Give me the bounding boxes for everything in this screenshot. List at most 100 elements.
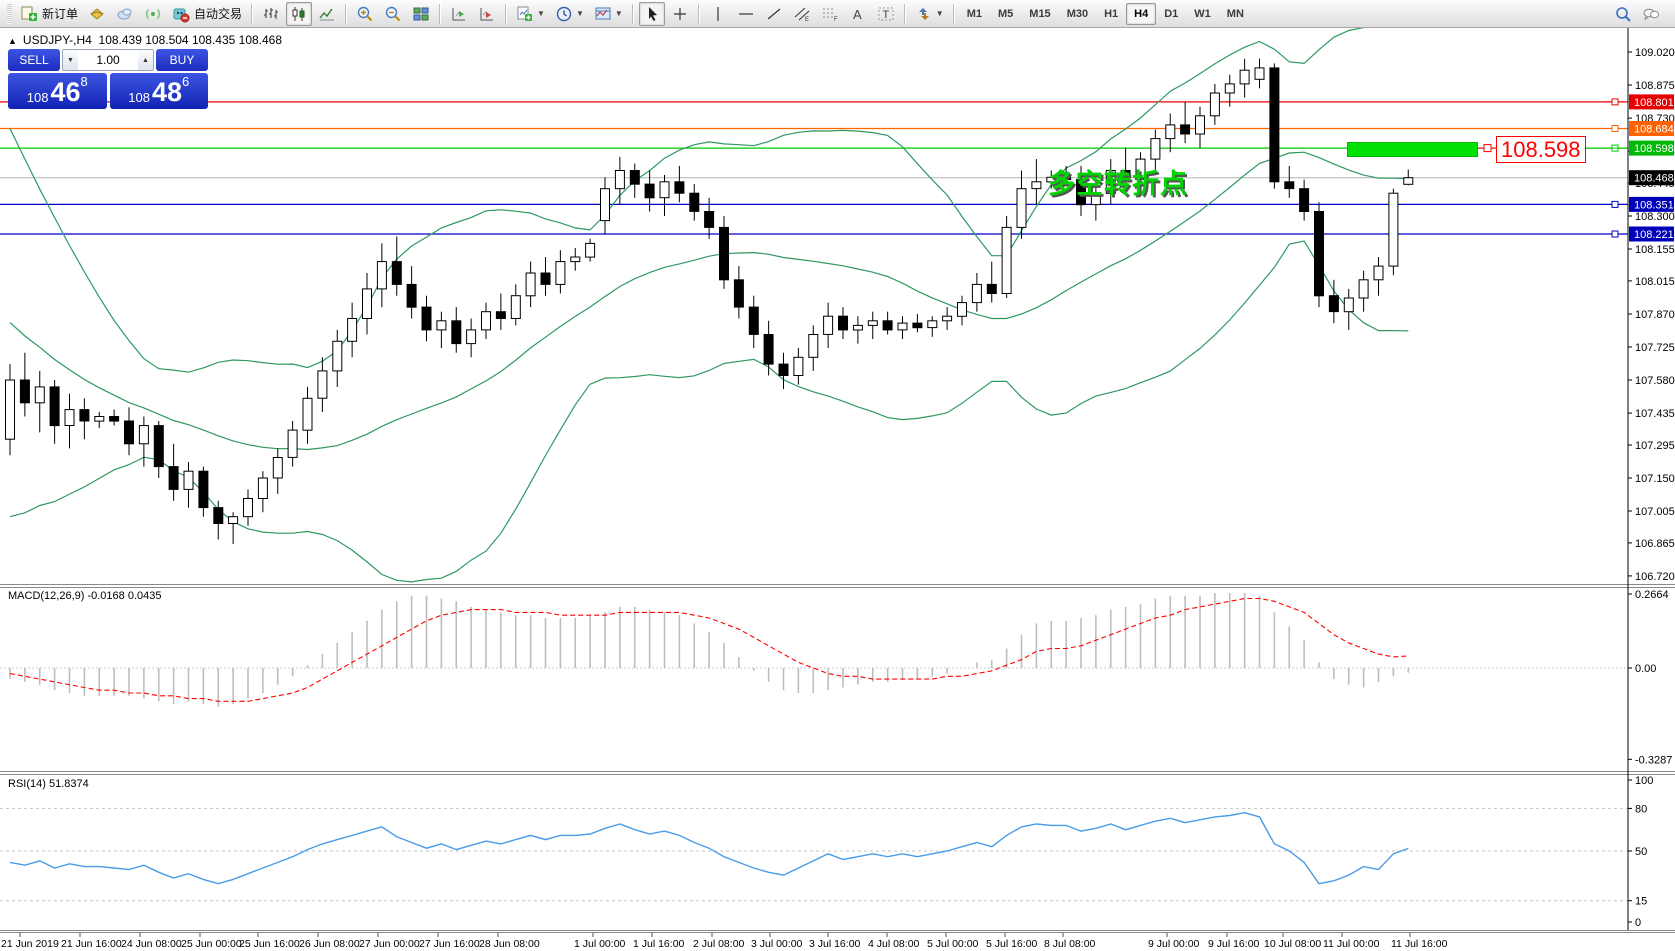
bar-chart-button[interactable] xyxy=(258,2,284,26)
zoom-out-button[interactable] xyxy=(380,2,406,26)
svg-text:28 Jun 08:00: 28 Jun 08:00 xyxy=(479,938,540,950)
arrows-button[interactable]: ▼ xyxy=(911,2,948,26)
cursor-button[interactable] xyxy=(638,1,665,26)
symbol-period-label: USDJPY-,H4 xyxy=(22,33,92,47)
signal-icon xyxy=(144,5,162,23)
new-order-button[interactable]: 新订单 xyxy=(16,2,82,26)
toolbar-separator xyxy=(903,3,906,24)
toolbar-grip[interactable] xyxy=(7,3,12,24)
text-icon: A xyxy=(849,5,867,23)
svg-text:108.875: 108.875 xyxy=(1635,80,1675,92)
volume-decrease-button[interactable]: ▼ xyxy=(63,50,78,70)
bollinger-middle-band[interactable] xyxy=(9,151,1409,451)
text-label-button[interactable]: T xyxy=(873,2,899,26)
price-badge-108.598: 108.598 xyxy=(1629,140,1674,156)
hline-anchor[interactable] xyxy=(1611,200,1619,208)
svg-text:9 Jul 16:00: 9 Jul 16:00 xyxy=(1208,938,1260,950)
hline-anchor[interactable] xyxy=(1611,98,1619,106)
price-axis[interactable]: 109.020108.875108.730108.585108.445108.3… xyxy=(1627,28,1675,930)
price-callout-108598[interactable]: 108.598 xyxy=(1496,136,1586,163)
svg-text:9 Jul 00:00: 9 Jul 00:00 xyxy=(1148,938,1200,950)
wallet-icon[interactable] xyxy=(84,2,110,26)
indicators-button[interactable]: ▼ xyxy=(512,2,549,26)
sell-button[interactable]: SELL xyxy=(8,49,60,71)
dropdown-arrow-icon[interactable]: ▼ xyxy=(935,9,944,18)
bollinger-lower-band[interactable] xyxy=(9,240,1409,583)
trendline-button[interactable] xyxy=(761,2,787,26)
svg-text:-0.3287: -0.3287 xyxy=(1635,754,1672,766)
candlestick-chart-button[interactable] xyxy=(286,1,313,26)
autotrading-icon xyxy=(172,5,190,23)
auto-scroll-button[interactable] xyxy=(446,2,472,26)
toolbar-separator xyxy=(697,3,700,24)
templates-button[interactable]: ▼ xyxy=(590,2,627,26)
svg-text:107.295: 107.295 xyxy=(1635,440,1675,452)
chart-canvas[interactable]: 109.020108.875108.730108.585108.445108.3… xyxy=(0,28,1675,951)
timeframe-D1[interactable]: D1 xyxy=(1164,7,1179,20)
collapse-widget-arrow[interactable]: ▲ xyxy=(8,36,17,46)
volume-increase-button[interactable]: ▲ xyxy=(138,50,153,70)
signal-icon[interactable] xyxy=(140,2,166,26)
zoom-out-icon xyxy=(384,5,402,23)
wallet-icon xyxy=(88,5,106,23)
chart-shift-icon xyxy=(478,5,496,23)
toolbar-separator xyxy=(345,3,348,24)
turning-point-annotation[interactable]: 多空转折点 xyxy=(1048,169,1188,199)
svg-text:11 Jul 16:00: 11 Jul 16:00 xyxy=(1391,938,1448,950)
arrows-icon xyxy=(915,5,933,23)
cloud-icon[interactable] xyxy=(112,2,138,26)
sell-price-panel[interactable]: 108 46 8 xyxy=(8,73,107,109)
chart-shift-button[interactable] xyxy=(474,2,500,26)
fibonacci-button[interactable]: F xyxy=(817,2,843,26)
buy-price-pips: 48 xyxy=(151,77,182,107)
rsi-line xyxy=(9,811,1409,885)
timeframe-M30[interactable]: M30 xyxy=(1066,7,1089,20)
text-button[interactable]: A xyxy=(845,2,871,26)
svg-text:26 Jun 08:00: 26 Jun 08:00 xyxy=(299,938,360,950)
svg-text:107.435: 107.435 xyxy=(1635,408,1675,420)
vertical-line-button[interactable] xyxy=(705,2,731,26)
svg-text:108.221: 108.221 xyxy=(1634,229,1674,241)
chat-button[interactable] xyxy=(1638,2,1664,26)
callout-anchor[interactable] xyxy=(1483,144,1492,153)
timeframe-M1[interactable]: M1 xyxy=(966,7,982,20)
svg-text:21 Jun 16:00: 21 Jun 16:00 xyxy=(61,938,122,950)
autotrading-button[interactable]: 自动交易 xyxy=(168,2,246,26)
pane-separator[interactable] xyxy=(0,584,1675,933)
buy-price-panel[interactable]: 108 48 6 xyxy=(109,73,208,109)
search-button[interactable] xyxy=(1610,2,1636,26)
timeframe-M15[interactable]: M15 xyxy=(1029,7,1051,20)
hline-anchor[interactable] xyxy=(1611,125,1619,132)
crosshair-button[interactable] xyxy=(667,2,693,26)
chart-title: ▲ USDJPY-,H4 108.439 108.504 108.435 108.… xyxy=(8,33,282,47)
timeframe-H1[interactable]: H1 xyxy=(1104,7,1119,20)
timeframe-MN[interactable]: MN xyxy=(1226,7,1244,20)
buy-button[interactable]: BUY xyxy=(156,49,208,71)
price-badge-108.684: 108.684 xyxy=(1629,121,1674,136)
dropdown-arrow-icon[interactable]: ▼ xyxy=(575,9,584,18)
zoom-in-button[interactable] xyxy=(352,2,378,26)
dropdown-arrow-icon[interactable]: ▼ xyxy=(537,9,545,18)
svg-text:108.300: 108.300 xyxy=(1635,211,1675,223)
tile-windows-button[interactable] xyxy=(408,2,434,26)
hline-anchor[interactable] xyxy=(1611,230,1619,238)
svg-text:108.598: 108.598 xyxy=(1634,143,1674,155)
line-chart-button[interactable] xyxy=(314,2,340,26)
equidistant-channel-button[interactable]: E xyxy=(789,2,815,26)
timeframe-W1[interactable]: W1 xyxy=(1194,7,1211,20)
periods-button[interactable]: ▼ xyxy=(551,2,588,26)
bollinger-upper-band[interactable] xyxy=(9,28,1408,373)
macd-histogram xyxy=(9,593,1410,707)
sell-price-pips: 46 xyxy=(50,77,81,107)
dropdown-arrow-icon[interactable]: ▼ xyxy=(614,9,623,18)
svg-text:3 Jul 16:00: 3 Jul 16:00 xyxy=(809,938,861,950)
time-axis[interactable]: 21 Jun 2019 21 Jun 16:00 24 Jun 08:00 25 Ju… xyxy=(1,933,1448,950)
volume-input[interactable]: 1.00 xyxy=(96,53,120,67)
timeframe-M5[interactable]: M5 xyxy=(998,7,1014,20)
ohlc-values: 108.439 108.504 108.435 108.468 xyxy=(98,33,283,47)
horizontal-line-button[interactable] xyxy=(733,2,759,26)
svg-text:107.580: 107.580 xyxy=(1635,375,1675,387)
svg-text:1 Jul 16:00: 1 Jul 16:00 xyxy=(633,938,685,950)
timeframe-H4[interactable]: H4 xyxy=(1126,2,1157,25)
highlight-rect[interactable] xyxy=(1347,142,1478,157)
